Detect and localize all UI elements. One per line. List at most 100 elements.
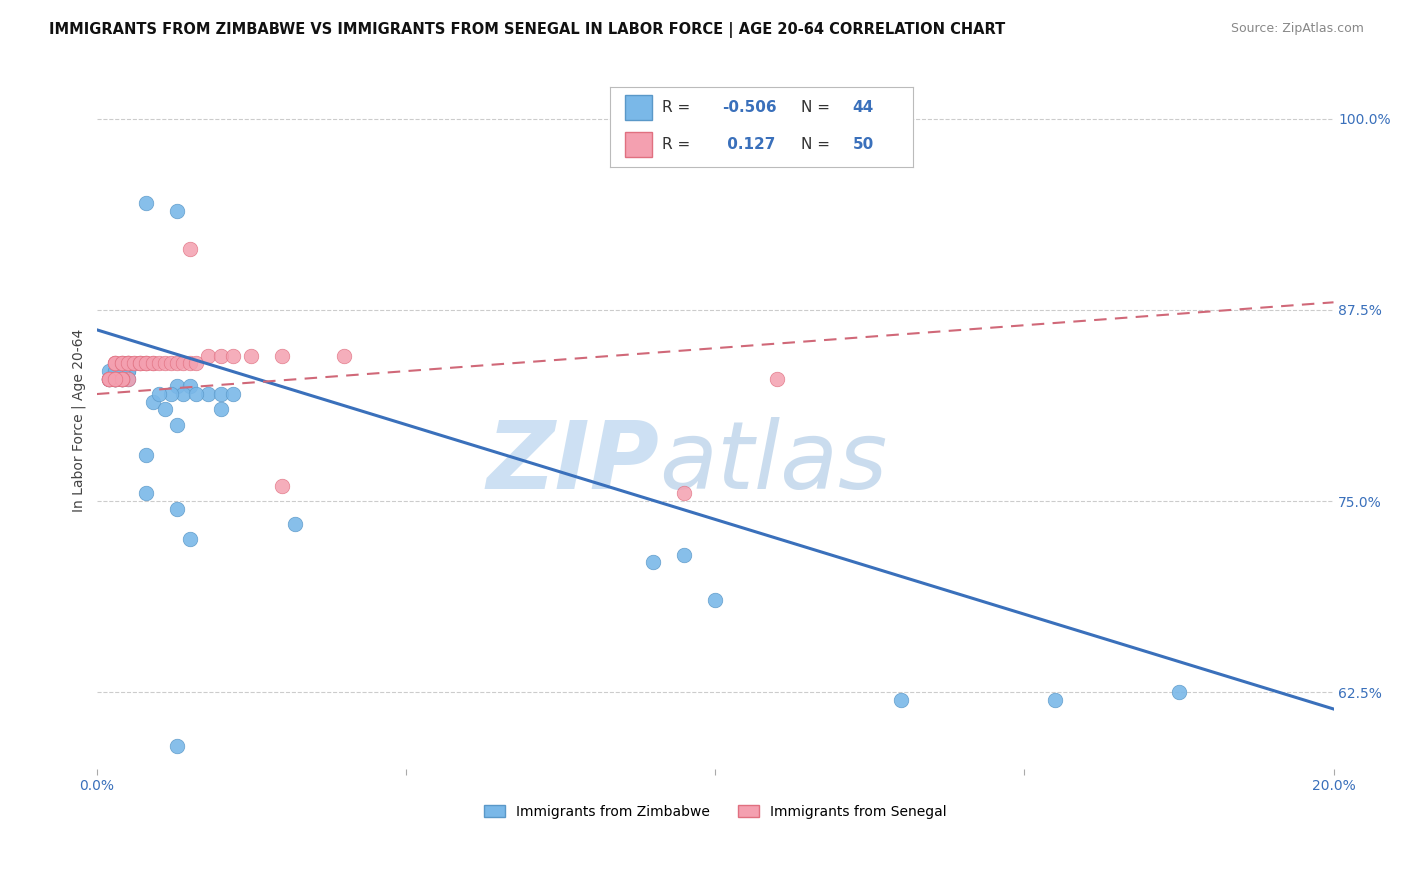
Point (135, 196, 157, 211)
Point (172, 387, 194, 401)
Point (166, 417, 188, 432)
Point (1045, 693, 1067, 707)
Point (98, 372, 121, 386)
Point (148, 387, 170, 401)
Point (98, 372, 121, 386)
Point (104, 364, 127, 378)
Point (766, 372, 789, 386)
Text: atlas: atlas (659, 417, 887, 508)
Point (166, 501, 188, 516)
Point (110, 364, 132, 378)
Point (184, 387, 207, 401)
Point (129, 356, 152, 370)
Text: ZIP: ZIP (486, 417, 659, 508)
Point (110, 372, 132, 386)
Point (704, 593, 727, 607)
Point (1168, 685, 1191, 699)
Point (117, 372, 139, 386)
Point (122, 356, 145, 370)
Point (222, 387, 245, 401)
Point (197, 349, 219, 363)
Point (117, 356, 139, 370)
Point (135, 486, 157, 500)
Point (135, 356, 157, 370)
Point (104, 372, 127, 386)
Point (209, 387, 232, 401)
Point (110, 372, 132, 386)
Point (104, 356, 127, 370)
Point (122, 356, 145, 370)
Point (160, 356, 183, 370)
Point (104, 372, 127, 386)
Point (110, 356, 132, 370)
Point (110, 372, 132, 386)
Point (673, 486, 696, 500)
Point (104, 364, 127, 378)
Point (104, 364, 127, 378)
Point (153, 356, 176, 370)
Point (110, 372, 132, 386)
Point (141, 356, 163, 370)
Point (179, 242, 201, 256)
Text: IMMIGRANTS FROM ZIMBABWE VS IMMIGRANTS FROM SENEGAL IN LABOR FORCE | AGE 20-64 C: IMMIGRANTS FROM ZIMBABWE VS IMMIGRANTS F… (49, 22, 1005, 38)
Point (333, 349, 356, 363)
Point (160, 387, 183, 401)
Point (271, 349, 294, 363)
Point (110, 372, 132, 386)
Point (643, 555, 665, 569)
Point (98, 372, 121, 386)
Point (179, 379, 201, 393)
Point (104, 364, 127, 378)
Point (117, 356, 139, 370)
Point (117, 364, 139, 378)
Point (129, 356, 152, 370)
Point (179, 533, 201, 547)
Point (104, 372, 127, 386)
Point (197, 387, 219, 401)
Point (222, 349, 245, 363)
Point (890, 693, 912, 707)
Point (110, 372, 132, 386)
Point (104, 372, 127, 386)
Point (98, 372, 121, 386)
Point (166, 379, 188, 393)
Point (141, 356, 163, 370)
Point (240, 349, 263, 363)
Point (153, 402, 176, 417)
Point (110, 372, 132, 386)
Text: Source: ZipAtlas.com: Source: ZipAtlas.com (1230, 22, 1364, 36)
Point (117, 372, 139, 386)
Point (104, 372, 127, 386)
Point (110, 356, 132, 370)
Point (166, 356, 188, 370)
Point (209, 402, 232, 417)
Point (172, 356, 194, 370)
Point (129, 356, 152, 370)
Point (110, 364, 132, 378)
Point (104, 372, 127, 386)
Point (104, 372, 127, 386)
Point (184, 356, 207, 370)
Point (104, 364, 127, 378)
Point (166, 203, 188, 218)
Point (104, 356, 127, 370)
Legend: Immigrants from Zimbabwe, Immigrants from Senegal: Immigrants from Zimbabwe, Immigrants fro… (478, 799, 952, 824)
Point (117, 364, 139, 378)
Point (98, 364, 121, 378)
Point (104, 372, 127, 386)
Point (135, 356, 157, 370)
Point (148, 356, 170, 370)
Y-axis label: In Labor Force | Age 20-64: In Labor Force | Age 20-64 (72, 329, 86, 512)
Point (166, 739, 188, 753)
Point (98, 372, 121, 386)
Point (209, 349, 232, 363)
Point (673, 548, 696, 562)
Point (110, 372, 132, 386)
Point (135, 356, 157, 370)
Point (98, 372, 121, 386)
Point (117, 356, 139, 370)
Point (135, 448, 157, 462)
Point (271, 479, 294, 493)
Point (117, 356, 139, 370)
Point (110, 356, 132, 370)
